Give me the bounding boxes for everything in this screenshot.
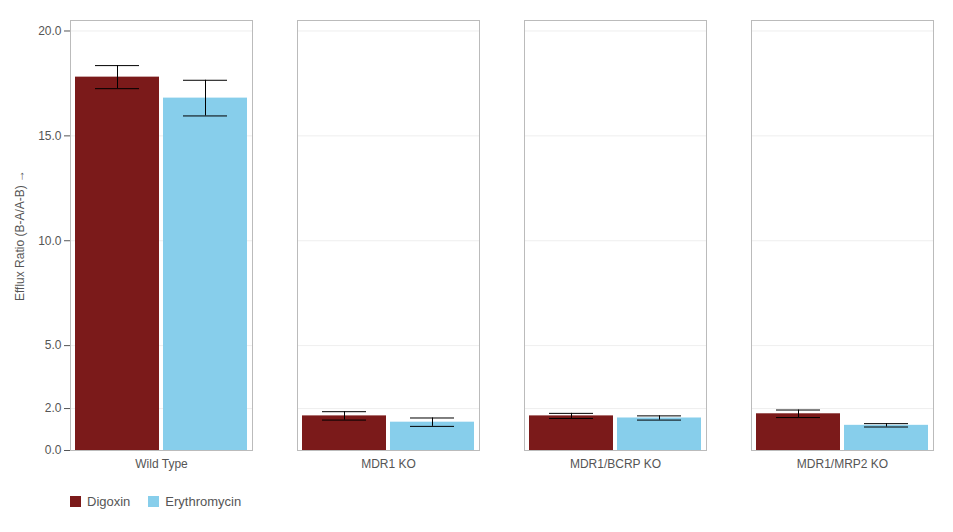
svg-text:0.0: 0.0 (45, 443, 62, 457)
svg-text:10.0: 10.0 (38, 234, 62, 248)
svg-text:15.0: 15.0 (38, 129, 62, 143)
svg-text:5.0: 5.0 (45, 338, 62, 352)
svg-text:Efflux Ratio (B-A/A-B) →: Efflux Ratio (B-A/A-B) → (13, 170, 27, 301)
html-text:Digoxin: Digoxin (87, 494, 131, 509)
svg-text:MDR1 KO: MDR1 KO (361, 457, 416, 471)
svg-text:20.0: 20.0 (38, 24, 62, 38)
svg-text:MDR1/BCRP KO: MDR1/BCRP KO (570, 457, 661, 471)
svg-text:Wild Type: Wild Type (135, 457, 188, 471)
svg-text:2.0: 2.0 (45, 401, 62, 415)
svg-text:MDR1/MRP2 KO: MDR1/MRP2 KO (797, 457, 888, 471)
html-text:Erythromycin: Erythromycin (165, 494, 242, 509)
